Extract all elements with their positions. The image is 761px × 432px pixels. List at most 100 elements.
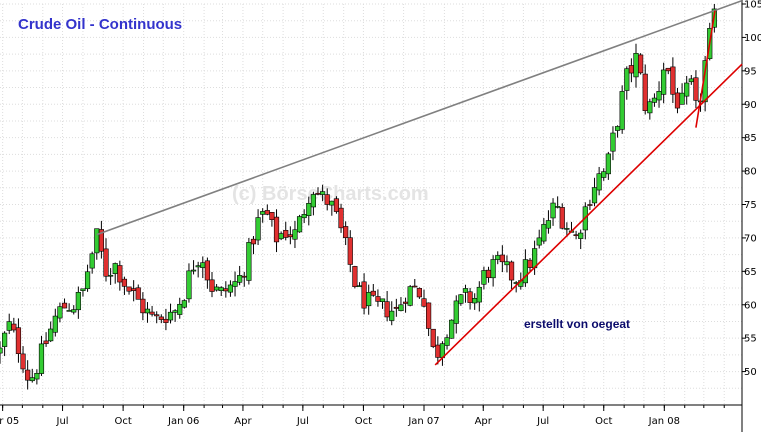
candle-body (389, 310, 395, 321)
trendline-upper (96, 0, 743, 236)
candle-body (200, 262, 206, 268)
candle-body (71, 309, 77, 313)
candle-body (209, 279, 215, 292)
candle-body (462, 288, 469, 293)
candle-body (112, 263, 118, 275)
candle-body (670, 66, 676, 95)
candle-body (573, 234, 579, 237)
candle-body (578, 232, 584, 239)
candle-body (661, 69, 667, 95)
candle-body (379, 298, 386, 302)
x-tick-label: Apr 05 (0, 416, 19, 427)
candle-body (490, 259, 496, 279)
candle-body (11, 323, 17, 331)
candle-body (536, 237, 542, 246)
candle-body (121, 278, 128, 287)
y-tick-label: 60 (744, 300, 757, 311)
candle-body (43, 340, 49, 344)
candle-body (559, 207, 565, 229)
candle-body (651, 97, 658, 103)
candle-body (260, 211, 266, 215)
candle-body (186, 270, 192, 300)
candle-body (684, 82, 690, 97)
candle-body (656, 91, 662, 101)
candle-body (108, 274, 114, 277)
x-tick-label: Jan 08 (648, 416, 680, 427)
candle-body (688, 78, 694, 83)
chart-title: Crude Oil - Continuous (18, 16, 182, 33)
candle-body (241, 275, 247, 278)
trendline-lower (434, 63, 743, 366)
candle-body (508, 261, 515, 281)
candle-body (541, 224, 547, 242)
candle-body (550, 202, 556, 219)
y-tick-label: 50 (744, 367, 757, 378)
candle-body (255, 217, 261, 241)
candle-body (638, 54, 644, 74)
candle-body (642, 73, 648, 112)
candle-body (246, 242, 252, 281)
y-axis-ticks: 50 55 60 65 70 75 80 85 90 95 100 105 (742, 0, 761, 378)
candle-body (144, 308, 151, 314)
candle-body (0, 347, 3, 354)
candle-body (499, 254, 505, 263)
x-tick-label: Oct (595, 416, 612, 427)
candle-body (227, 284, 234, 293)
candle-body (163, 318, 169, 323)
candle-body (591, 187, 598, 204)
candle-body (149, 311, 155, 315)
candle-body (292, 229, 298, 240)
candle-body (472, 298, 478, 304)
candle-body (269, 212, 275, 220)
candle-body (306, 203, 312, 217)
candle-body (628, 65, 634, 74)
x-tick-label: Jul (536, 416, 549, 427)
candle-body (52, 315, 58, 333)
candle-body (555, 206, 561, 208)
candle-body (48, 328, 54, 342)
y-tick-label: 105 (744, 0, 761, 11)
y-tick-label: 85 (744, 133, 757, 144)
candle-body (126, 286, 132, 292)
candle-body (140, 298, 146, 314)
candle-body (605, 153, 611, 175)
candle-body (20, 353, 26, 370)
candle-body (250, 238, 257, 245)
candle-body (610, 132, 616, 152)
x-tick-label: Jan 07 (407, 416, 439, 427)
x-tick-label: Oct (355, 416, 372, 427)
candle-body (665, 67, 671, 72)
x-tick-label: Jul (296, 416, 309, 427)
candle-body (564, 228, 570, 230)
candle-body (315, 193, 321, 195)
candle-body (80, 288, 86, 291)
candle-body (218, 287, 224, 292)
y-tick-label: 75 (744, 200, 757, 211)
trendlines (96, 0, 743, 366)
y-tick-label: 90 (744, 100, 757, 111)
candle-body (467, 291, 473, 303)
candle-body (158, 316, 164, 320)
candle-body (214, 286, 220, 291)
candle-body (287, 234, 293, 238)
y-tick-label: 100 (744, 33, 761, 44)
candle-body (527, 259, 533, 268)
candle-body (614, 126, 621, 131)
candle-body (476, 286, 482, 303)
candle-body (324, 194, 330, 205)
candle-body (402, 301, 409, 304)
candle-body (356, 285, 363, 288)
x-axis-ticks: Apr 05 Jul Oct Jan 06 Apr Jul Oct Jan 07 Apr Jul O… (0, 405, 725, 427)
candle-body (481, 270, 487, 285)
candle-body (361, 281, 367, 309)
candle-body (647, 101, 653, 114)
candle-body (154, 314, 160, 317)
trendline-steep (695, 10, 716, 128)
candle-body (384, 301, 390, 318)
candle-body (296, 216, 303, 233)
candle-body (430, 328, 436, 347)
grid-lines (0, 3, 742, 406)
candle-body (485, 269, 492, 278)
